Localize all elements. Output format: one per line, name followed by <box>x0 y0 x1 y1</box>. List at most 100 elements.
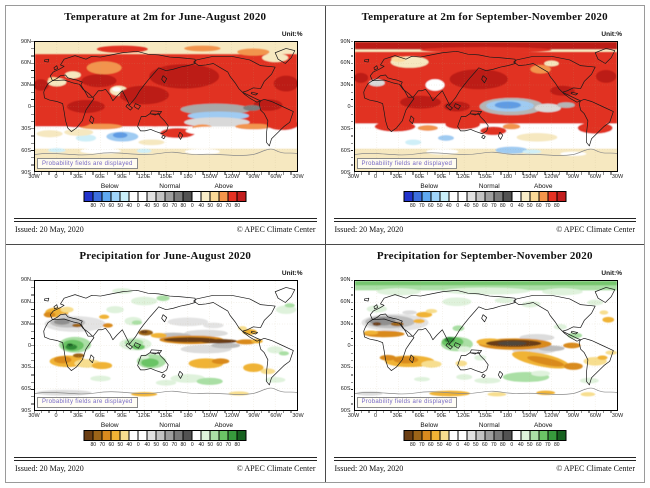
colorbar-number-label: 70 <box>490 203 497 209</box>
panel-title: Temperature at 2m for September-November… <box>361 11 608 23</box>
colorbar-number-label: 0 <box>456 203 460 209</box>
footer-rule <box>14 218 317 222</box>
y-axis-tick-label: 0 <box>347 104 351 110</box>
panel-title: Precipitation for September-November 202… <box>376 249 593 262</box>
panel-title: Precipitation for June-August 2020 <box>79 249 252 262</box>
colorbar-group-label: Below <box>100 421 119 429</box>
colorbar-group-label: Below <box>100 183 119 190</box>
colorbar-number-label: 40 <box>144 203 151 209</box>
copyright-label: © APEC Climate Center <box>236 225 316 234</box>
colorbar-number-label: 70 <box>171 203 178 209</box>
unit-label: Unit:% <box>601 269 622 277</box>
x-axis-tick-label: 0 <box>54 174 58 180</box>
colorbar-number-label: 0 <box>190 203 194 209</box>
panel-precipitation-jja: Precipitation for June-August 2020 Unit:… <box>6 244 325 482</box>
colorbar-group-label: Below <box>420 183 439 190</box>
x-axis-tick-label: 150W <box>202 412 218 419</box>
x-axis-tick-label: 90W <box>567 412 580 419</box>
colorbar-group-labels: Below Normal Above <box>84 183 247 191</box>
colorbar-number-label: 50 <box>436 441 443 448</box>
colorbar-number-label: 80 <box>553 441 560 448</box>
copyright-label: © APEC Climate Center <box>236 463 316 473</box>
y-axis-tick-label: 30N <box>340 82 351 89</box>
x-axis-tick-label: 150W <box>522 174 537 180</box>
colorbar-number-label: 80 <box>499 441 506 448</box>
y-axis-tick-label: 30N <box>20 82 31 89</box>
probability-note: Probability fields are displayed <box>37 158 138 169</box>
y-axis-tick-label: 60N <box>20 60 31 67</box>
y-axis-ticks <box>350 279 353 411</box>
colorbar-number-label: 60 <box>427 441 434 448</box>
x-axis-tick-label: 60E <box>95 174 105 180</box>
x-axis-tick-label: 60E <box>95 412 105 419</box>
colorbar-number-label: 50 <box>436 203 443 209</box>
colorbar-group-label: Above <box>534 421 553 429</box>
x-axis-tick-label: 0 <box>373 174 378 180</box>
colorbar-number-labels: 80 70 60 50 40 0 40 50 60 70 80 0 40 50 60 70 80 <box>84 202 247 209</box>
colorbar-number-label: 80 <box>409 203 416 209</box>
colorbar: Below Normal Above 80 70 60 50 40 0 40 50 60 70 80 0 4… <box>403 183 567 211</box>
unit-label: Unit:% <box>281 269 303 277</box>
unit-label: Unit:% <box>281 31 303 38</box>
x-axis-tick-label: 30W <box>611 174 624 180</box>
colorbar-number-label: 60 <box>108 203 115 209</box>
issued-date: Issued: 20 May, 2020 <box>15 463 84 473</box>
y-axis-ticks <box>31 279 34 411</box>
colorbar-number-label: 70 <box>99 203 106 209</box>
x-axis-tick-label: 30E <box>73 412 83 419</box>
x-axis-ticks <box>34 172 298 175</box>
y-axis-tick-label: 90S <box>21 408 31 414</box>
colorbar-cells <box>403 191 567 202</box>
colorbar-number-label: 50 <box>117 203 124 209</box>
world-map <box>35 42 297 171</box>
colorbar-number-label: 50 <box>207 441 214 448</box>
colorbar-cell <box>556 429 567 441</box>
colorbar-number-label: 60 <box>216 441 223 448</box>
x-axis-tick-label: 60W <box>589 412 602 419</box>
colorbar-number-label: 70 <box>418 441 425 448</box>
x-axis-tick-label: 120E <box>457 174 470 180</box>
colorbar-number-label: 60 <box>535 441 542 448</box>
x-axis-tick-label: 0 <box>54 412 58 419</box>
y-axis-tick-label: 60S <box>21 386 31 393</box>
footer-rule <box>333 456 636 461</box>
y-axis-tick-label: 30N <box>20 320 31 327</box>
colorbar-number-label: 0 <box>136 441 140 448</box>
x-axis-tick-label: 90W <box>248 412 260 419</box>
colorbar-group-labels: Below Normal Above <box>403 422 566 430</box>
x-axis-tick-label: 120W <box>224 412 240 419</box>
x-axis-tick-label: 90E <box>436 412 447 419</box>
colorbar-number-label: 80 <box>180 441 187 448</box>
panel-temperature-son: Temperature at 2m for September-November… <box>325 6 644 244</box>
colorbar-group-label: Normal <box>159 421 181 429</box>
y-axis-tick-label: 30S <box>21 125 31 132</box>
panel-precipitation-son: Precipitation for September-November 202… <box>325 244 644 482</box>
x-axis-tick-label: 150E <box>159 412 173 419</box>
colorbar-number-label: 40 <box>126 203 133 209</box>
map-frame: Probability fields are displayed <box>353 279 618 411</box>
colorbar-number-label: 60 <box>162 203 169 209</box>
map-frame: Probability fields are displayed <box>34 279 298 411</box>
colorbar-number-label: 0 <box>510 203 514 209</box>
panel-grid: Temperature at 2m for June-August 2020 U… <box>5 5 645 483</box>
colorbar-number-label: 50 <box>207 203 214 209</box>
x-axis-tick-label: 90W <box>248 174 260 180</box>
colorbar-number-label: 70 <box>544 441 551 448</box>
y-axis-ticks <box>31 41 34 172</box>
colorbar-number-label: 60 <box>481 203 488 209</box>
x-axis-tick-label: 30W <box>347 174 360 180</box>
panel-title: Temperature at 2m for June-August 2020 <box>64 11 267 23</box>
footer-rule <box>14 456 317 461</box>
x-axis-tick-label: 30E <box>392 174 403 180</box>
y-axis-tick-label: 0 <box>27 104 31 110</box>
unit-label: Unit:% <box>601 31 622 38</box>
y-axis-tick-label: 90N <box>20 277 31 283</box>
colorbar-number-label: 70 <box>225 441 232 448</box>
x-axis-tick-label: 60W <box>270 174 282 180</box>
colorbar: Below Normal Above 80 70 60 50 40 0 40 50 60 70 80 0 4… <box>83 421 247 450</box>
y-axis-tick-label: 60S <box>340 147 351 154</box>
colorbar-number-label: 80 <box>409 441 416 448</box>
colorbar-number-labels: 80 70 60 50 40 0 40 50 60 70 80 0 40 50 60 70 80 <box>403 441 566 448</box>
colorbar-number-label: 80 <box>90 203 97 209</box>
